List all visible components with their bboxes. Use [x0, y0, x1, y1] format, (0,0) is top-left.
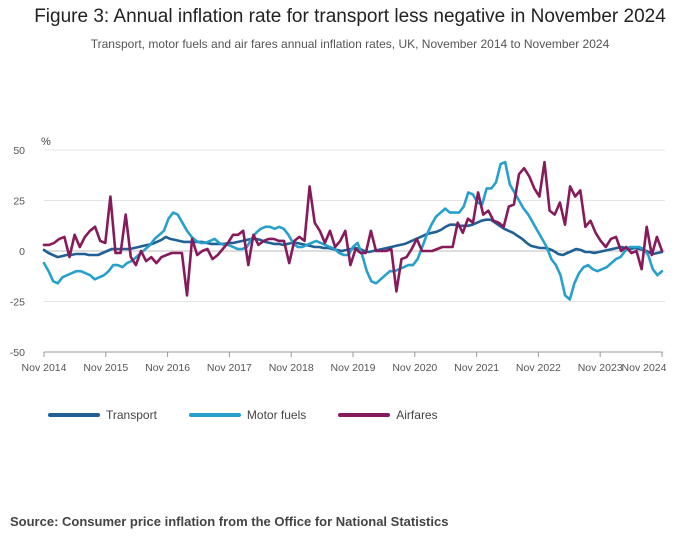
x-tick-label: Nov 2015 [83, 362, 128, 374]
y-tick-label: 25 [13, 196, 25, 208]
chart-title: Figure 3: Annual inflation rate for tran… [34, 6, 666, 27]
y-tick-label: -50 [10, 347, 25, 359]
y-axis-unit-label: % [41, 136, 51, 148]
chart-subtitle: Transport, motor fuels and air fares ann… [90, 37, 610, 51]
legend-swatch-transport [48, 413, 100, 417]
legend-item-motor-fuels: Motor fuels [188, 408, 307, 422]
legend-label-motor-fuels: Motor fuels [246, 408, 307, 422]
legend-item-transport: Transport [48, 408, 157, 422]
x-tick-label: Nov 2014 [22, 362, 67, 374]
series-lines [42, 160, 664, 301]
x-tick-label: Nov 2022 [516, 362, 561, 374]
x-axis: Nov 2014 Nov 2015 Nov 2016 Nov 2017 Nov 2018… [22, 351, 667, 374]
y-tick-label: 50 [13, 145, 25, 157]
legend: Transport Motor fuels Airfares [48, 408, 470, 422]
x-tick-label: Nov 2019 [331, 362, 376, 374]
x-tick-label: Nov 2021 [454, 362, 499, 374]
legend-item-airfares: Airfares [338, 408, 438, 422]
legend-swatch-airfares [338, 413, 391, 417]
series-line-airfares [42, 160, 664, 297]
x-tick-label: Nov 2020 [392, 362, 437, 374]
legend-swatch-motor-fuels [188, 413, 241, 417]
series-line-motor-fuels [42, 160, 664, 301]
y-axis-ticks: 50 25 0 -25 -50 [10, 145, 25, 359]
y-tick-label: 0 [19, 246, 25, 258]
x-tick-label: Nov 2018 [269, 362, 314, 374]
x-tick-label: Nov 2024 [622, 362, 667, 374]
legend-label-airfares: Airfares [396, 408, 438, 422]
legend-label-transport: Transport [106, 408, 157, 422]
x-tick-label: Nov 2023 [578, 362, 623, 374]
x-tick-label: Nov 2016 [145, 362, 190, 374]
y-tick-label: -25 [10, 297, 25, 309]
source-note: Source: Consumer price inflation from th… [10, 514, 449, 529]
x-tick-label: Nov 2017 [207, 362, 252, 374]
